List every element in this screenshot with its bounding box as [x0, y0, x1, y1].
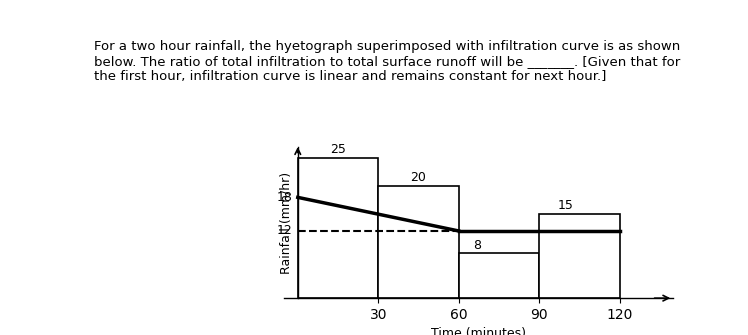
Text: For a two hour rainfall, the hyetograph superimposed with infiltration curve is : For a two hour rainfall, the hyetograph … [94, 40, 680, 83]
Text: 8: 8 [473, 239, 482, 252]
Bar [539, 214, 619, 298]
Bar [459, 253, 539, 298]
X-axis label: Time (minutes): Time (minutes) [432, 327, 527, 335]
Text: 25: 25 [330, 143, 346, 156]
Y-axis label: Rainfall (mm/hr): Rainfall (mm/hr) [279, 172, 292, 274]
Text: 15: 15 [558, 199, 574, 212]
Text: 20: 20 [411, 172, 426, 185]
Bar [298, 158, 378, 298]
Text: 12: 12 [277, 224, 292, 238]
Text: 18: 18 [277, 191, 292, 204]
Bar [378, 186, 459, 298]
